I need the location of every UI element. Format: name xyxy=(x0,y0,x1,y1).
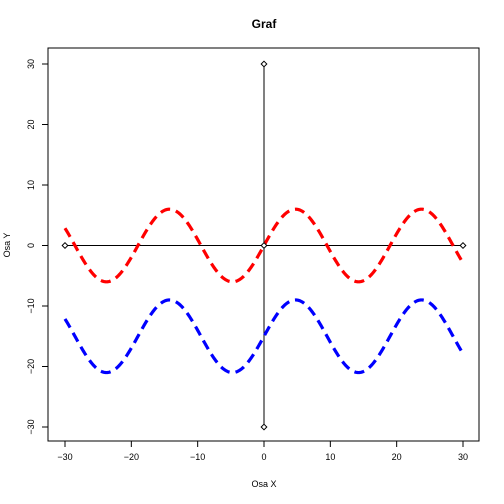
markers-layer xyxy=(61,60,467,431)
y-tick-label: −20 xyxy=(26,359,36,374)
y-tick-label: −10 xyxy=(26,298,36,313)
x-axis-label: Osa X xyxy=(251,479,276,489)
x-tick-label: 0 xyxy=(261,452,266,462)
y-tick-label: −30 xyxy=(26,419,36,434)
series-line-2 xyxy=(63,298,465,375)
series-layer xyxy=(63,207,465,375)
marker-point xyxy=(260,60,268,68)
y-axis-label: Osa Y xyxy=(2,233,12,258)
y-tick-label: 20 xyxy=(26,119,36,129)
x-axis: −30 −20 −10 0 10 20 30 xyxy=(57,440,468,462)
x-tick-label: −10 xyxy=(190,452,205,462)
x-tick-label: 10 xyxy=(325,452,335,462)
x-tick-label: 20 xyxy=(392,452,402,462)
x-tick-label: −30 xyxy=(57,452,72,462)
y-axis: −30 −20 −10 0 10 20 30 xyxy=(26,59,49,435)
marker-point xyxy=(459,241,467,250)
y-tick-label: 30 xyxy=(26,59,36,69)
marker-point xyxy=(260,241,268,250)
y-tick-label: 0 xyxy=(26,243,36,248)
y-tick-label: 10 xyxy=(26,180,36,190)
chart-title: Graf xyxy=(252,17,278,31)
marker-point xyxy=(260,423,268,431)
marker-point xyxy=(61,241,69,250)
x-tick-label: 30 xyxy=(458,452,468,462)
x-tick-label: −20 xyxy=(124,452,139,462)
series-line-1 xyxy=(63,207,465,284)
